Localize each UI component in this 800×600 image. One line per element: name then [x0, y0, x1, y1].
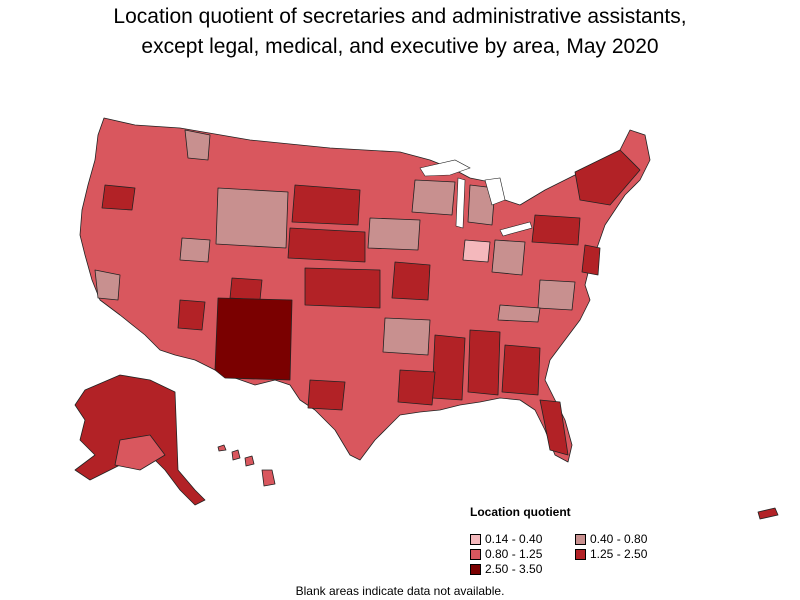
legend-item: 0.40 - 0.80 [575, 532, 647, 546]
legend-item: 0.80 - 1.25 [470, 547, 542, 561]
region-montana-nw [184, 129, 211, 161]
region-south-dakota [291, 184, 361, 226]
legend-item: 2.50 - 3.50 [470, 562, 542, 576]
region-alabama [467, 329, 501, 396]
lake-erie [499, 221, 533, 237]
region-arizona-east [177, 299, 206, 331]
legend-label: 0.80 - 1.25 [485, 547, 543, 561]
region-colorado-west [229, 277, 263, 301]
region-georgia [501, 344, 541, 396]
region-mississippi [431, 334, 466, 401]
region-utah [179, 237, 211, 263]
region-oregon [101, 184, 136, 211]
region-tennessee-gray [497, 304, 541, 323]
footnote: Blank areas indicate data not available. [295, 584, 505, 598]
region-new-england [574, 149, 641, 206]
region-hawaii-1 [231, 449, 241, 461]
legend-label: 2.50 - 3.50 [485, 562, 543, 576]
legend-label: 0.14 - 0.40 [485, 532, 543, 546]
region-pennsylvania [531, 214, 581, 246]
lake-michigan [455, 177, 466, 229]
legend-swatch [575, 548, 586, 560]
region-virginia-gray [537, 279, 576, 311]
region-louisiana [397, 369, 436, 406]
title-line-2: except legal, medical, and executive by … [141, 35, 659, 58]
region-ohio [491, 239, 526, 276]
region-hawaii-2 [244, 455, 255, 467]
region-hawaii-4 [217, 444, 227, 452]
region-iowa [367, 217, 421, 251]
legend-swatch [470, 548, 481, 560]
title-line-1: Location quotient of secretaries and adm… [113, 5, 687, 28]
region-puerto-rico [757, 507, 779, 520]
legend-swatch [575, 533, 586, 545]
region-indiana [462, 239, 491, 263]
region-nebraska [287, 227, 366, 263]
legend-title: Location quotient [470, 505, 571, 519]
region-hawaii-3 [261, 469, 276, 487]
chart-title: Location quotient of secretaries and adm… [0, 2, 800, 62]
region-missouri [391, 261, 431, 301]
region-alaska-south [114, 434, 166, 471]
region-new-jersey [581, 244, 601, 276]
region-new-mexico [214, 297, 293, 381]
region-wyoming [215, 187, 289, 249]
region-california [94, 269, 121, 301]
region-wisconsin [411, 179, 456, 216]
legend-swatch [470, 533, 481, 545]
lake-huron [484, 177, 506, 206]
legend-item: 0.14 - 0.40 [470, 532, 542, 546]
lake-superior [419, 159, 471, 177]
region-kansas [304, 267, 381, 309]
legend-label: 1.25 - 2.50 [590, 547, 648, 561]
legend-label: 0.40 - 0.80 [590, 532, 648, 546]
legend-swatch [470, 563, 481, 575]
region-texas-south [307, 379, 346, 411]
region-arkansas [382, 317, 431, 356]
region-florida [539, 399, 569, 456]
legend-item: 1.25 - 2.50 [575, 547, 647, 561]
map-legend: Location quotient 0.14 - 0.40 0.40 - 0.8… [470, 505, 647, 576]
